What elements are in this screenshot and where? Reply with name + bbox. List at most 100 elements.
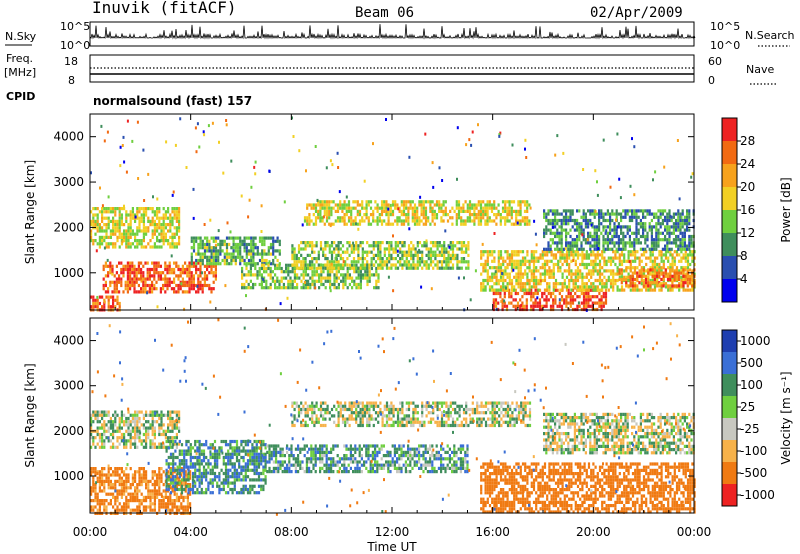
power-cell — [358, 222, 362, 226]
power-cell — [482, 288, 485, 292]
power-cell — [410, 250, 413, 254]
velocity-cell — [101, 467, 104, 471]
power-cell — [488, 219, 491, 223]
power-cell — [598, 218, 601, 223]
power-cell — [379, 244, 382, 248]
power-cell — [411, 213, 414, 217]
power-cell — [232, 246, 235, 250]
power-cell — [620, 268, 623, 272]
power-cell — [311, 273, 314, 277]
velocity-cell — [120, 492, 123, 496]
power-cell — [96, 301, 99, 306]
power-cell — [319, 241, 323, 245]
power-cell — [320, 273, 323, 277]
power-cell — [249, 273, 252, 277]
power-cell — [524, 288, 527, 292]
power-cell — [320, 270, 323, 274]
velocity-cell — [90, 436, 93, 440]
power-cell — [683, 228, 686, 232]
power-cell — [241, 239, 244, 243]
power-cell — [688, 247, 691, 251]
power-cell — [595, 234, 598, 239]
power-cell — [449, 244, 452, 248]
power-cell — [636, 274, 639, 278]
power-cell — [549, 238, 552, 242]
power-cell — [451, 241, 455, 245]
power-cell — [341, 244, 345, 248]
power-cell — [219, 239, 222, 243]
power-cell — [526, 203, 529, 207]
power-cell — [131, 216, 134, 220]
power-cell — [440, 216, 443, 220]
power-cell — [664, 244, 667, 248]
power-cell — [304, 273, 307, 277]
power-cell — [385, 260, 389, 264]
power-cell — [129, 232, 132, 236]
power-cell — [662, 282, 665, 286]
power-cell — [458, 260, 461, 264]
power-cell — [333, 282, 336, 287]
power-cell — [583, 266, 586, 270]
power-cell — [539, 266, 542, 270]
power-cell — [320, 279, 323, 283]
power-cell — [296, 276, 299, 280]
power-noise-cell — [469, 298, 472, 302]
power-cell — [468, 219, 472, 223]
velocity-cell — [105, 479, 108, 483]
power-cell — [188, 274, 191, 278]
power-cell — [234, 242, 237, 247]
power-cell — [660, 288, 663, 292]
power-cell — [656, 266, 659, 270]
power-cell — [171, 235, 174, 239]
power-cell — [545, 231, 548, 235]
power-cell — [134, 235, 137, 239]
power-cell — [403, 244, 406, 248]
velocity-cell — [134, 476, 137, 480]
power-cell — [372, 213, 375, 217]
power-cell — [291, 286, 294, 290]
power-cell — [565, 215, 568, 219]
velocity-cell — [142, 505, 145, 509]
power-cell — [402, 200, 406, 204]
power-cell — [416, 213, 419, 217]
power-cell — [232, 242, 235, 247]
power-cell — [260, 279, 263, 283]
power-cell — [501, 200, 505, 204]
power-cell — [319, 219, 322, 223]
power-cell — [199, 264, 202, 268]
power-cell — [456, 241, 459, 245]
power-cell — [206, 236, 209, 240]
power-noise-cell — [322, 215, 325, 219]
velocity-cell — [169, 502, 172, 506]
velocity-cell — [134, 470, 137, 474]
power-cell — [519, 288, 522, 292]
power-cell — [203, 271, 206, 275]
velocity-cell — [118, 489, 121, 493]
velocity-cell — [116, 489, 119, 493]
power-cell — [188, 277, 191, 281]
power-noise-cell — [286, 296, 289, 300]
velocity-cell — [118, 436, 121, 440]
power-cell — [192, 264, 195, 268]
power-cell — [297, 260, 301, 264]
power-cell — [615, 234, 618, 239]
power-cell — [568, 266, 571, 270]
power-cell — [326, 270, 329, 274]
power-cell — [686, 262, 690, 267]
power-cell — [346, 270, 349, 274]
power-cell — [455, 200, 458, 204]
power-cell — [576, 285, 580, 289]
power-cell — [391, 213, 395, 217]
power-noise-cell — [203, 223, 206, 226]
power-cell — [653, 244, 656, 248]
power-cell — [523, 304, 526, 308]
power-cell — [615, 215, 618, 219]
velocity-cell — [149, 479, 152, 483]
power-cell — [576, 238, 579, 242]
power-cell — [620, 277, 623, 282]
velocity-panel: 00:00 04:00 08:00 12:00 16:00 20:00 00:0010002… — [23, 317, 793, 539]
power-cell — [190, 246, 193, 250]
power-noise-cell — [615, 218, 617, 222]
power-cell — [401, 241, 404, 245]
power-cell — [468, 209, 472, 213]
